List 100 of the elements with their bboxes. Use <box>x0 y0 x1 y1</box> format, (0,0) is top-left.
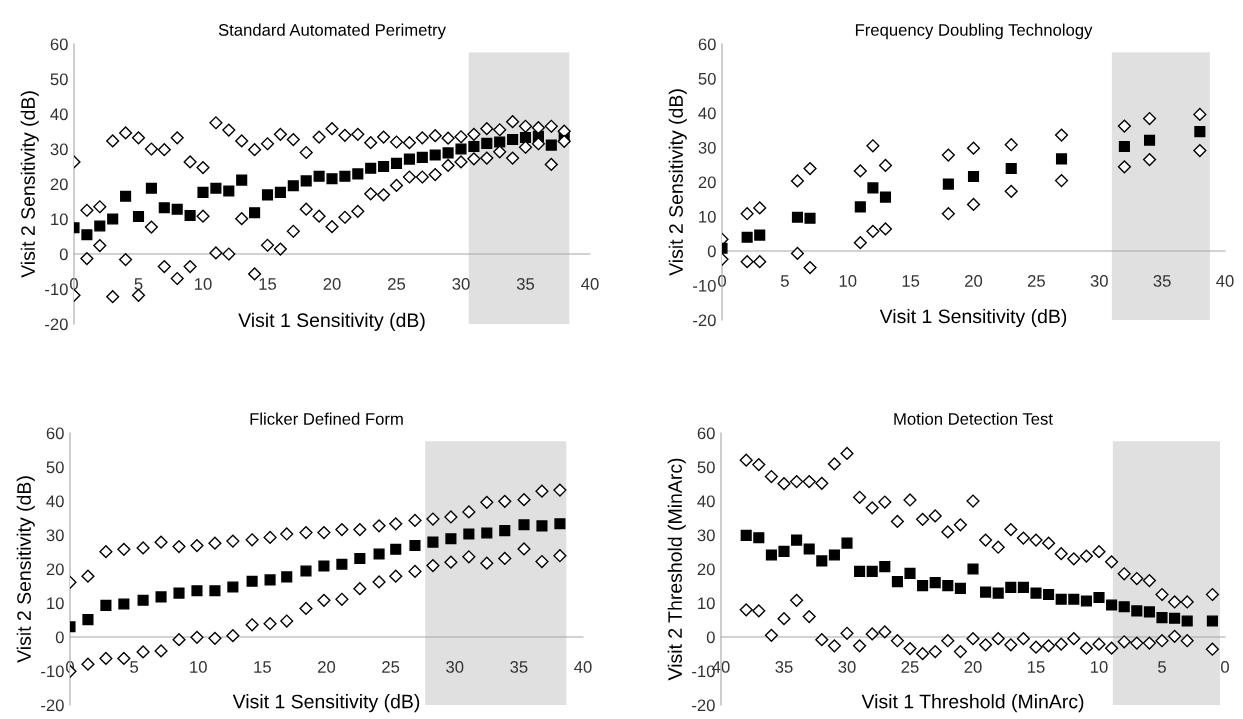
point <box>803 543 815 555</box>
point <box>554 518 566 530</box>
point <box>991 540 1005 554</box>
point <box>444 555 458 569</box>
point <box>840 446 854 460</box>
point <box>916 512 930 526</box>
point <box>280 614 294 628</box>
point <box>1105 641 1119 655</box>
point <box>1118 140 1130 153</box>
point <box>802 475 816 489</box>
y-tick-label: 50 <box>46 461 64 474</box>
y-tick-label: 30 <box>46 529 64 542</box>
point <box>442 147 454 159</box>
y-tick-label: 10 <box>699 210 716 223</box>
y-axis-title: Visit 2 Sensitivity (dB) <box>20 91 39 278</box>
y-tick-label: -20 <box>692 699 715 712</box>
point <box>557 134 571 148</box>
x-tick-label: 10 <box>190 661 207 673</box>
point <box>403 153 415 165</box>
point <box>408 564 422 578</box>
point <box>1079 641 1093 655</box>
point <box>1194 126 1206 138</box>
point <box>190 538 204 553</box>
point <box>173 587 185 599</box>
point <box>1205 642 1219 656</box>
point <box>390 543 402 555</box>
point <box>299 526 313 540</box>
point <box>498 551 512 566</box>
point <box>879 561 891 573</box>
point <box>1180 634 1194 648</box>
y-tick-label: 40 <box>697 495 715 508</box>
point <box>764 469 778 484</box>
point <box>402 136 416 150</box>
point <box>777 612 791 626</box>
point <box>157 143 171 157</box>
point <box>236 174 248 186</box>
point <box>827 457 841 471</box>
point <box>351 127 365 141</box>
point <box>1130 571 1144 586</box>
chart-title: Flicker Defined Form <box>250 412 403 425</box>
point <box>427 536 439 548</box>
point <box>300 175 312 187</box>
point <box>778 545 790 557</box>
point <box>480 495 494 509</box>
point <box>752 604 766 618</box>
point <box>991 632 1005 646</box>
y-axis-title: Visit 2 Sensitivity (dB) <box>668 89 687 276</box>
x-tick-label: 20 <box>323 278 341 290</box>
point <box>740 255 754 269</box>
y-tick-label: 60 <box>697 427 715 440</box>
point <box>249 207 261 219</box>
point <box>941 525 955 539</box>
x-tick-label: 5 <box>780 275 789 287</box>
point <box>281 571 293 583</box>
point <box>557 124 571 138</box>
point <box>1130 636 1144 650</box>
point <box>235 134 249 148</box>
point <box>878 495 892 509</box>
x-axis-title: Visit 1 Sensitivity (dB) <box>238 312 425 331</box>
point <box>274 186 286 198</box>
point <box>353 522 367 537</box>
point <box>338 128 352 142</box>
point <box>1017 581 1029 593</box>
point <box>1169 612 1181 624</box>
point <box>1042 639 1056 653</box>
point <box>878 625 892 639</box>
x-tick-label: 30 <box>452 278 470 290</box>
point <box>790 174 805 188</box>
x-tick-label: 40 <box>581 278 599 290</box>
point <box>916 647 930 661</box>
x-tick-label: 25 <box>382 661 400 673</box>
point <box>1117 635 1131 649</box>
point <box>117 542 131 556</box>
point <box>1005 581 1017 593</box>
y-tick-label: 20 <box>46 563 64 576</box>
point <box>481 527 493 539</box>
point <box>208 536 222 550</box>
point <box>966 197 981 212</box>
point <box>739 603 753 617</box>
x-tick-label: 15 <box>902 275 920 287</box>
point <box>318 560 330 572</box>
point <box>1168 595 1182 609</box>
x-tick-label: 30 <box>446 661 464 673</box>
y-tick-label: 10 <box>698 597 715 610</box>
point <box>119 126 133 140</box>
point <box>317 526 331 540</box>
point <box>389 517 403 531</box>
y-tick-label: 40 <box>46 495 64 508</box>
x-tick-label: 15 <box>1028 661 1045 673</box>
point <box>372 575 386 589</box>
point <box>364 187 378 201</box>
x-tick-label: 30 <box>838 661 856 673</box>
y-tick-label: 10 <box>47 597 64 610</box>
point <box>157 260 171 274</box>
point <box>519 131 532 144</box>
point <box>132 210 145 223</box>
chart-title: Frequency Doubling Technology <box>855 23 1093 40</box>
point <box>264 574 276 586</box>
point <box>429 149 441 161</box>
point <box>480 151 494 165</box>
